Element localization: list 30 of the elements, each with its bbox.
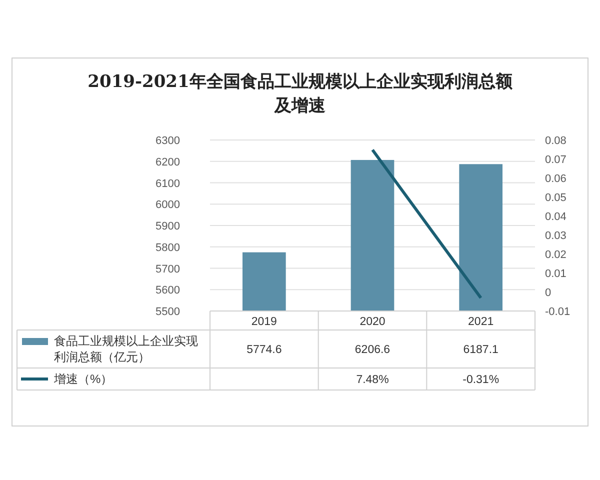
y2-tick-label: 0.07 — [545, 154, 566, 166]
y2-tick-label: 0.08 — [545, 135, 566, 147]
y2-tick-label: 0.04 — [545, 211, 566, 223]
chart-title: 2019-2021年全国食品工业规模以上企业实现利润总额及增速 — [88, 72, 514, 116]
legend-label: 增速（%） — [53, 372, 113, 386]
y-tick-label: 6300 — [156, 135, 180, 147]
y2-tick-label: 0.05 — [545, 192, 566, 204]
x-tick-label: 2019 — [251, 316, 277, 328]
y2-tick-label: 0.01 — [545, 268, 566, 280]
x-tick-label: 2020 — [360, 316, 386, 328]
y-tick-label: 6100 — [156, 178, 180, 190]
data-label: -0.31% — [462, 374, 500, 386]
data-label: 6206.6 — [354, 344, 390, 356]
y-tick-label: 5600 — [156, 284, 180, 297]
x-tick-label: 2021 — [468, 316, 494, 328]
y2-tick-label: 0 — [545, 287, 552, 299]
y-tick-label: 5500 — [156, 306, 180, 318]
data-label: 7.48% — [356, 374, 389, 386]
y2-tick-label: 0.03 — [545, 230, 566, 242]
y2-tick-label: 0.02 — [545, 249, 566, 261]
y-tick-label: 5800 — [156, 242, 180, 254]
y-tick-label: 6200 — [156, 156, 180, 168]
y-tick-label: 5900 — [156, 220, 180, 232]
y-tick-label: 6000 — [156, 199, 180, 212]
data-label: 6187.1 — [463, 344, 498, 356]
y2-tick-label: -0.01 — [545, 306, 570, 318]
y-tick-label: 5700 — [156, 263, 180, 276]
data-label: 5774.6 — [246, 344, 282, 356]
y2-tick-label: 0.06 — [545, 173, 566, 185]
legend-label: 食品工业规模以上企业实现利润总额（亿元） — [54, 334, 198, 364]
